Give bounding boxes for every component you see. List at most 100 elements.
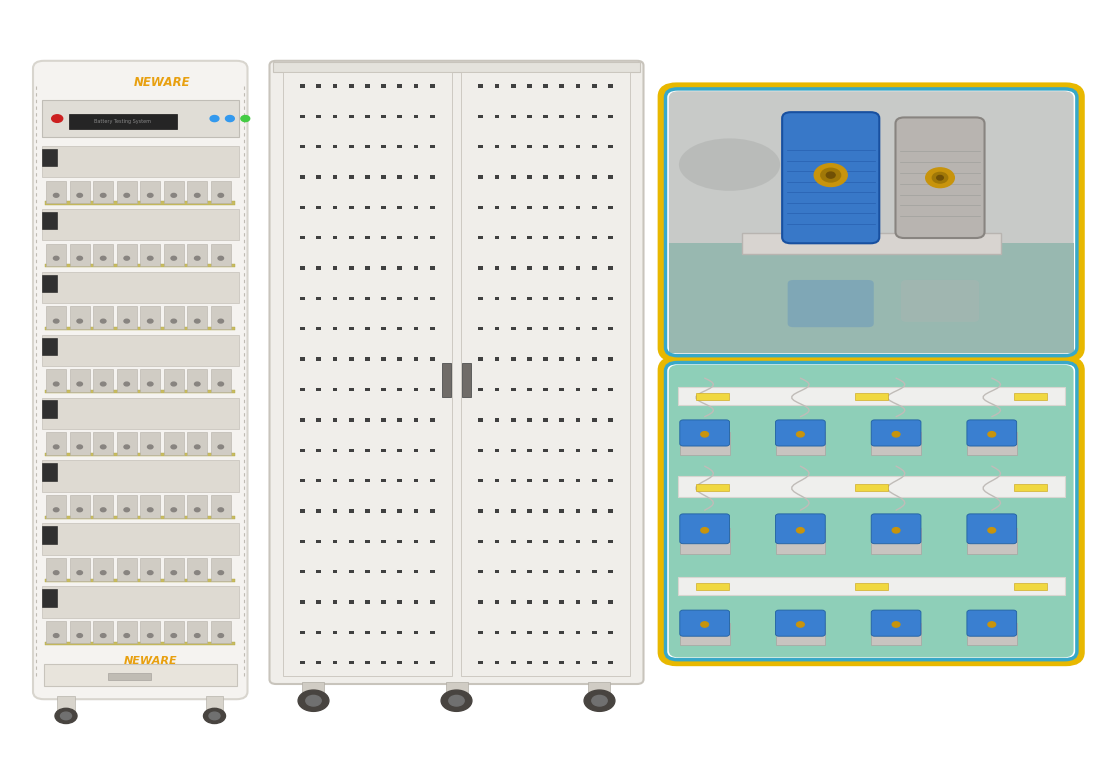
Bar bbox=[317, 448, 321, 452]
FancyBboxPatch shape bbox=[967, 610, 1016, 636]
Bar bbox=[332, 479, 338, 483]
Bar bbox=[430, 176, 434, 179]
Bar bbox=[349, 176, 353, 179]
Bar bbox=[560, 600, 564, 603]
Bar bbox=[414, 631, 418, 634]
Bar bbox=[365, 570, 370, 573]
Bar bbox=[510, 448, 516, 452]
Bar bbox=[608, 570, 613, 573]
Bar bbox=[397, 357, 403, 361]
Circle shape bbox=[124, 194, 130, 198]
Circle shape bbox=[826, 172, 835, 178]
Bar bbox=[608, 176, 613, 179]
Bar bbox=[45, 641, 235, 644]
Circle shape bbox=[100, 508, 106, 511]
Bar bbox=[478, 145, 483, 148]
Bar bbox=[46, 243, 66, 266]
Bar bbox=[856, 393, 889, 400]
Bar bbox=[430, 206, 434, 209]
Bar bbox=[608, 115, 613, 118]
Bar bbox=[430, 388, 434, 391]
Bar bbox=[397, 176, 403, 179]
FancyBboxPatch shape bbox=[901, 280, 979, 322]
Bar bbox=[42, 209, 239, 240]
Bar bbox=[478, 600, 483, 603]
Bar bbox=[430, 661, 434, 664]
Circle shape bbox=[147, 445, 153, 449]
Bar bbox=[414, 115, 418, 118]
Bar bbox=[608, 145, 613, 148]
Bar bbox=[365, 418, 370, 422]
Circle shape bbox=[147, 382, 153, 386]
Bar bbox=[543, 327, 548, 331]
Circle shape bbox=[77, 445, 82, 449]
Bar bbox=[527, 631, 531, 634]
Circle shape bbox=[209, 712, 220, 720]
Bar bbox=[42, 274, 57, 293]
Bar bbox=[414, 540, 418, 543]
FancyBboxPatch shape bbox=[788, 280, 873, 327]
Bar bbox=[332, 600, 338, 603]
Bar bbox=[365, 327, 370, 331]
Bar bbox=[365, 631, 370, 634]
Bar bbox=[430, 115, 434, 118]
Bar bbox=[510, 570, 516, 573]
Bar bbox=[678, 477, 1065, 497]
Bar bbox=[527, 84, 531, 87]
Bar bbox=[575, 115, 581, 118]
Bar bbox=[42, 586, 239, 618]
FancyBboxPatch shape bbox=[270, 61, 644, 684]
Bar bbox=[187, 621, 207, 644]
Bar bbox=[871, 528, 921, 554]
FancyBboxPatch shape bbox=[967, 514, 1016, 543]
Bar bbox=[349, 266, 353, 270]
Bar bbox=[560, 176, 564, 179]
Bar bbox=[332, 540, 338, 543]
Bar bbox=[365, 448, 370, 452]
Bar bbox=[317, 176, 321, 179]
Bar bbox=[560, 84, 564, 87]
Bar bbox=[430, 570, 434, 573]
Bar bbox=[608, 418, 613, 422]
Bar bbox=[478, 388, 483, 391]
Circle shape bbox=[147, 194, 153, 198]
Bar bbox=[42, 524, 239, 555]
Bar bbox=[608, 540, 613, 543]
Bar bbox=[164, 621, 184, 644]
Circle shape bbox=[592, 695, 607, 706]
Bar bbox=[349, 448, 353, 452]
Circle shape bbox=[100, 256, 106, 260]
Bar bbox=[117, 306, 136, 329]
Bar bbox=[42, 100, 239, 137]
Bar bbox=[349, 296, 353, 300]
Circle shape bbox=[100, 382, 106, 386]
Bar bbox=[42, 526, 57, 544]
Bar bbox=[187, 495, 207, 518]
Bar bbox=[382, 448, 386, 452]
Bar bbox=[300, 509, 305, 512]
Circle shape bbox=[54, 382, 59, 386]
Circle shape bbox=[124, 634, 130, 638]
Bar bbox=[495, 631, 499, 634]
Bar bbox=[317, 296, 321, 300]
Bar bbox=[575, 661, 581, 664]
Bar bbox=[446, 682, 468, 699]
Bar bbox=[69, 558, 90, 581]
Bar bbox=[592, 509, 596, 512]
Bar bbox=[696, 393, 729, 400]
Bar bbox=[592, 115, 596, 118]
Circle shape bbox=[55, 708, 77, 724]
Bar bbox=[382, 84, 386, 87]
Bar bbox=[317, 84, 321, 87]
Bar bbox=[510, 176, 516, 179]
Bar bbox=[349, 418, 353, 422]
Bar bbox=[560, 570, 564, 573]
Bar bbox=[42, 149, 57, 166]
Circle shape bbox=[821, 168, 840, 182]
Bar bbox=[495, 115, 499, 118]
Bar bbox=[187, 306, 207, 329]
Bar bbox=[382, 236, 386, 239]
Bar bbox=[332, 448, 338, 452]
Circle shape bbox=[77, 634, 82, 638]
Bar bbox=[430, 84, 434, 87]
